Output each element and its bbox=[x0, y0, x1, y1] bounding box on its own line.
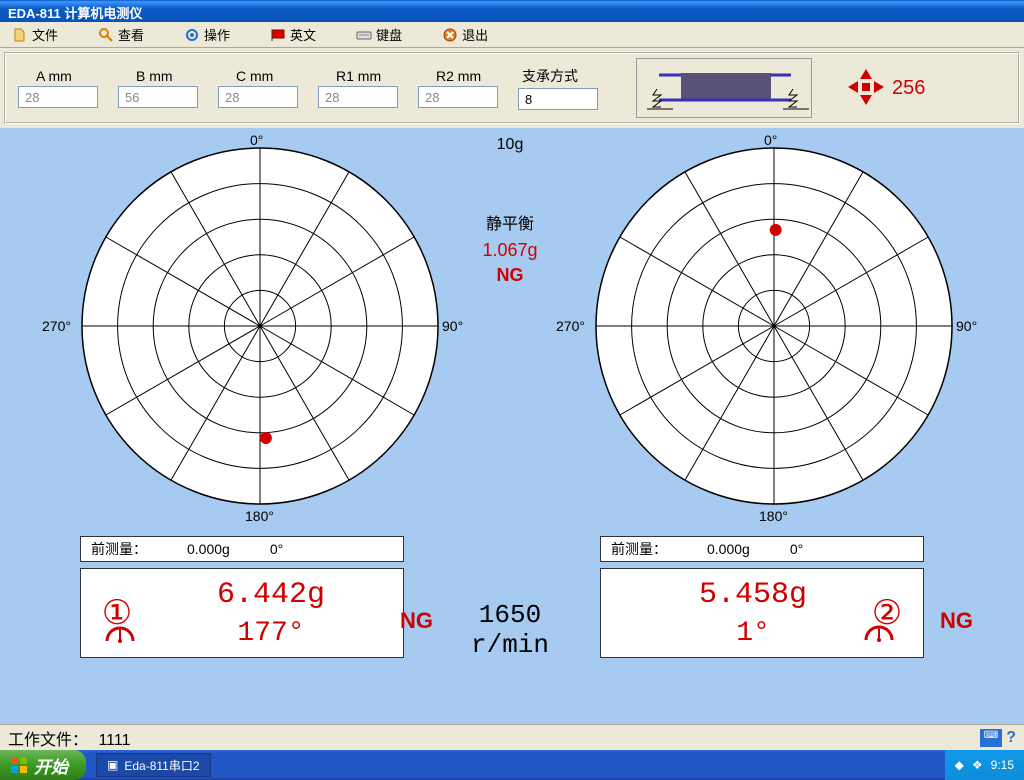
prev-weight-right: 0.000g bbox=[707, 541, 750, 557]
magnifier-icon bbox=[98, 27, 114, 43]
result-box-1: ① 6.442g 177° bbox=[80, 568, 404, 658]
rpm-value: 1650 bbox=[450, 600, 570, 630]
nav-value: 256 bbox=[892, 77, 925, 100]
status-icons: ⌨ ? bbox=[980, 729, 1016, 747]
taskbar-app-icon: ▣ bbox=[107, 758, 118, 772]
nav-arrows-icon[interactable] bbox=[846, 67, 886, 110]
menu-exit[interactable]: 退出 bbox=[436, 23, 494, 46]
menu-operate[interactable]: 操作 bbox=[178, 23, 236, 46]
taskbar-item-label: Eda-811串口2 bbox=[124, 757, 199, 774]
result1-status: NG bbox=[400, 608, 433, 634]
tray-icon[interactable]: ◆ bbox=[955, 758, 964, 772]
parameter-panel: A mm B mm C mm R1 mm R2 mm 支承方式 bbox=[4, 52, 1020, 124]
center-column: 10g 静平衡 1.067g NG bbox=[440, 136, 580, 286]
param-a: A mm bbox=[18, 68, 108, 108]
gauge-icon bbox=[859, 619, 899, 651]
start-button[interactable]: 开始 bbox=[0, 750, 86, 780]
result1-weight: 6.442g bbox=[217, 578, 325, 612]
result1-angle: 177° bbox=[237, 618, 304, 649]
exit-icon bbox=[442, 27, 458, 43]
param-r2-label: R2 mm bbox=[436, 68, 481, 84]
statusbar: 工作文件： 1111 ⌨ ? bbox=[0, 724, 1024, 750]
windows-logo-icon bbox=[10, 756, 28, 774]
param-c-input[interactable] bbox=[218, 86, 298, 108]
static-balance-value: 1.067g bbox=[482, 240, 537, 261]
menu-view-label: 查看 bbox=[118, 25, 144, 44]
param-b-label: B mm bbox=[136, 68, 173, 84]
tray-icon-2[interactable]: ❖ bbox=[972, 758, 983, 772]
static-balance-status: NG bbox=[497, 265, 524, 286]
param-c-label: C mm bbox=[236, 68, 273, 84]
prev-angle-left: 0° bbox=[270, 541, 283, 557]
menu-exit-label: 退出 bbox=[462, 25, 488, 44]
gear-icon bbox=[184, 27, 200, 43]
start-label: 开始 bbox=[34, 753, 68, 778]
param-r1: R1 mm bbox=[318, 68, 408, 108]
prev-measure-right: 前测量： 0.000g 0° bbox=[600, 536, 924, 562]
taskbar: 开始 ▣ Eda-811串口2 ◆ ❖ 9:15 bbox=[0, 750, 1024, 780]
polar-right-270: 270° bbox=[556, 318, 585, 334]
result2-status: NG bbox=[940, 608, 973, 634]
menu-file-label: 文件 bbox=[32, 25, 58, 44]
polar-left-90: 90° bbox=[442, 318, 463, 334]
polar-right-0: 0° bbox=[764, 132, 777, 148]
menu-keyboard-label: 键盘 bbox=[376, 25, 402, 44]
polar-left-270: 270° bbox=[42, 318, 71, 334]
window-title: EDA-811 计算机电测仪 bbox=[8, 6, 142, 21]
static-balance-label: 静平衡 bbox=[486, 210, 534, 234]
param-r1-label: R1 mm bbox=[336, 68, 381, 84]
menubar: 文件 查看 操作 英文 键盘 退出 bbox=[0, 22, 1024, 48]
menu-english-label: 英文 bbox=[290, 25, 316, 44]
menu-file[interactable]: 文件 bbox=[6, 23, 64, 46]
param-b: B mm bbox=[118, 68, 208, 108]
param-support-input[interactable] bbox=[518, 88, 598, 110]
unit-max: 10g bbox=[497, 136, 524, 154]
menu-keyboard[interactable]: 键盘 bbox=[350, 23, 408, 46]
window-titlebar: EDA-811 计算机电测仪 bbox=[0, 0, 1024, 22]
param-a-input[interactable] bbox=[18, 86, 98, 108]
taskbar-item[interactable]: ▣ Eda-811串口2 bbox=[96, 753, 211, 777]
prev-angle-right: 0° bbox=[790, 541, 803, 557]
param-r2: R2 mm bbox=[418, 68, 508, 108]
help-icon[interactable]: ? bbox=[1006, 729, 1016, 747]
main-area: 0° 90° 180° 270° 0° 90° 180° 270° 10g 静平… bbox=[0, 128, 1024, 724]
support-diagram bbox=[636, 58, 812, 118]
prev-measure-left: 前测量： 0.000g 0° bbox=[80, 536, 404, 562]
keyboard-icon bbox=[356, 27, 372, 43]
flag-icon bbox=[270, 27, 286, 43]
status-label: 工作文件： bbox=[8, 732, 88, 749]
polar-right-90: 90° bbox=[956, 318, 977, 334]
menu-view[interactable]: 查看 bbox=[92, 23, 150, 46]
rpm-display: 1650 r/min bbox=[450, 600, 570, 660]
menu-operate-label: 操作 bbox=[204, 25, 230, 44]
menu-english[interactable]: 英文 bbox=[264, 23, 322, 46]
prev-label-left: 前测量： bbox=[91, 539, 147, 559]
tray-clock: 9:15 bbox=[991, 758, 1014, 772]
polar-chart-left: 0° 90° 180° 270° bbox=[70, 136, 450, 519]
polar-left-180: 180° bbox=[245, 508, 274, 524]
keyboard-indicator-icon[interactable]: ⌨ bbox=[980, 729, 1002, 747]
nav-cluster: 256 bbox=[846, 67, 925, 110]
polar-right-180: 180° bbox=[759, 508, 788, 524]
param-b-input[interactable] bbox=[118, 86, 198, 108]
param-support-label: 支承方式 bbox=[522, 66, 578, 86]
param-r1-input[interactable] bbox=[318, 86, 398, 108]
rpm-unit: r/min bbox=[450, 630, 570, 660]
result2-weight: 5.458g bbox=[699, 578, 807, 612]
result2-angle: 1° bbox=[736, 618, 770, 649]
gauge-icon bbox=[100, 620, 140, 652]
polar-left-0: 0° bbox=[250, 132, 263, 148]
file-icon bbox=[12, 27, 28, 43]
status-value: 1111 bbox=[98, 732, 130, 749]
param-support-mode: 支承方式 bbox=[518, 66, 608, 110]
polar-chart-right: 0° 90° 180° 270° bbox=[584, 136, 964, 519]
prev-label-right: 前测量： bbox=[611, 539, 667, 559]
result-box-2: 5.458g 1° ② bbox=[600, 568, 924, 658]
param-a-label: A mm bbox=[36, 68, 72, 84]
param-r2-input[interactable] bbox=[418, 86, 498, 108]
param-c: C mm bbox=[218, 68, 308, 108]
system-tray: ◆ ❖ 9:15 bbox=[945, 750, 1024, 780]
prev-weight-left: 0.000g bbox=[187, 541, 230, 557]
